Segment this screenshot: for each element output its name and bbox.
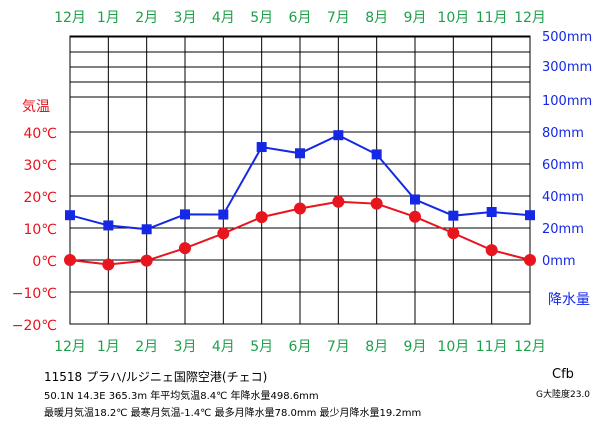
month-label-bottom: 1月 bbox=[97, 339, 120, 355]
precipitation-tick-label: 300mm bbox=[542, 60, 592, 75]
temperature-axis: 40℃ 30℃ 20℃ 10℃ 0℃ −10℃ −20℃ bbox=[12, 126, 57, 334]
month-label-top: 7月 bbox=[327, 10, 350, 26]
month-label-top: 3月 bbox=[174, 10, 197, 26]
temperature-tick-label: −10℃ bbox=[12, 286, 57, 302]
temperature-tick-label: 40℃ bbox=[23, 126, 57, 142]
month-label-bottom: 2月 bbox=[135, 339, 158, 355]
temperature-tick-label: 30℃ bbox=[23, 158, 57, 174]
month-label-bottom: 7月 bbox=[327, 339, 350, 355]
precipitation-tick-label: 0mm bbox=[542, 254, 576, 269]
month-label-top: 10月 bbox=[437, 10, 469, 26]
temperature-point bbox=[332, 195, 345, 208]
temperature-point bbox=[409, 210, 421, 223]
precipitation-point bbox=[141, 224, 152, 235]
month-label-top: 5月 bbox=[250, 10, 273, 26]
precipitation-point bbox=[525, 210, 535, 221]
precipitation-axis: 500mm 300mm 100mm 80mm 60mm 40mm 20mm 0mm bbox=[542, 30, 592, 269]
precipitation-point bbox=[65, 210, 75, 221]
temperature-point bbox=[524, 254, 536, 266]
precipitation-tick-label: 500mm bbox=[542, 30, 592, 45]
temperature-tick-label: 20℃ bbox=[23, 190, 57, 206]
precipitation-point bbox=[103, 220, 114, 231]
temperature-point bbox=[217, 227, 230, 240]
precipitation-point bbox=[371, 149, 382, 160]
station-name: 11518 プラハ/ルジニェ国際空港(チェコ) bbox=[44, 370, 268, 384]
month-label-top: 6月 bbox=[289, 10, 312, 26]
station-summary-2: 最暖月気温18.2℃ 最寒月気温-1.4℃ 最多月降水量78.0mm 最少月降水… bbox=[44, 408, 422, 419]
month-label-top: 2月 bbox=[135, 10, 158, 26]
month-labels-top: 12月 1月 2月 3月 4月 5月 6月 7月 8月 9月 10月 11月 12月 bbox=[54, 10, 546, 26]
precipitation-point bbox=[410, 194, 420, 205]
chart-grid bbox=[69, 35, 531, 325]
precipitation-point bbox=[180, 209, 190, 220]
temperature-point bbox=[370, 197, 383, 210]
temperature-axis-title: 気温 bbox=[22, 99, 50, 115]
month-label-top: 12月 bbox=[54, 10, 86, 26]
precipitation-point bbox=[218, 209, 229, 220]
month-label-bottom: 8月 bbox=[365, 339, 388, 355]
temperature-tick-label: 0℃ bbox=[32, 254, 57, 270]
temperature-point bbox=[485, 244, 498, 257]
month-label-bottom: 10月 bbox=[437, 339, 469, 355]
month-label-top: 1月 bbox=[97, 10, 120, 26]
month-label-bottom: 11月 bbox=[476, 339, 508, 355]
temperature-tick-label: 10℃ bbox=[23, 222, 57, 238]
precipitation-tick-label: 20mm bbox=[542, 222, 584, 237]
temperature-point bbox=[294, 202, 306, 215]
precipitation-point bbox=[486, 207, 497, 217]
temperature-tick-label: −20℃ bbox=[12, 318, 57, 334]
precipitation-point bbox=[448, 210, 459, 221]
month-label-top: 4月 bbox=[212, 10, 235, 26]
month-labels-bottom: 12月 1月 2月 3月 4月 5月 6月 7月 8月 9月 10月 11月 12月 bbox=[54, 339, 546, 355]
month-label-bottom: 12月 bbox=[54, 339, 86, 355]
precipitation-tick-label: 40mm bbox=[542, 190, 584, 205]
precipitation-axis-title: 降水量 bbox=[548, 292, 590, 308]
month-label-top: 11月 bbox=[476, 10, 508, 26]
month-label-top: 9月 bbox=[404, 10, 427, 26]
temperature-point bbox=[102, 258, 115, 271]
precipitation-series bbox=[65, 130, 535, 235]
precipitation-point bbox=[333, 130, 344, 141]
temperature-point bbox=[140, 254, 153, 267]
continentality-index: G大陸度23.0 bbox=[536, 390, 591, 400]
temperature-point bbox=[64, 254, 76, 266]
month-label-bottom: 6月 bbox=[289, 339, 312, 355]
month-label-bottom: 9月 bbox=[404, 339, 427, 355]
temperature-point bbox=[255, 211, 268, 224]
precipitation-tick-label: 60mm bbox=[542, 158, 584, 173]
precipitation-point bbox=[256, 142, 267, 153]
koppen-class: Cfb bbox=[552, 367, 574, 382]
precipitation-point bbox=[295, 148, 305, 159]
precipitation-tick-label: 80mm bbox=[542, 126, 584, 141]
temperature-series bbox=[64, 195, 536, 271]
month-label-top: 8月 bbox=[365, 10, 388, 26]
month-label-bottom: 3月 bbox=[174, 339, 197, 355]
temperature-point bbox=[179, 242, 191, 255]
temperature-point bbox=[447, 227, 460, 240]
precipitation-tick-label: 100mm bbox=[542, 94, 592, 109]
month-label-bottom: 4月 bbox=[212, 339, 235, 355]
month-label-bottom: 12月 bbox=[514, 339, 546, 355]
station-summary-1: 50.1N 14.3E 365.3m 年平均気温8.4℃ 年降水量498.6mm bbox=[44, 391, 319, 402]
month-label-bottom: 5月 bbox=[250, 339, 273, 355]
month-label-top: 12月 bbox=[514, 10, 546, 26]
